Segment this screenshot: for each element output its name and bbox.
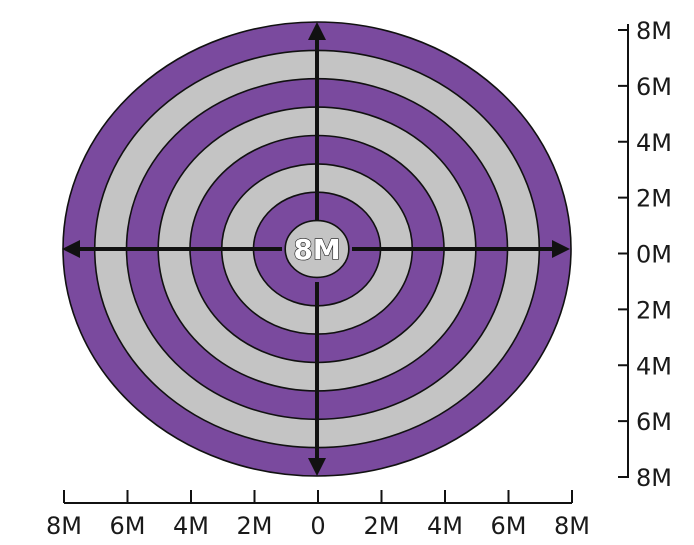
x-tick-label: 0 [310, 512, 325, 540]
center-cross-arrows [62, 22, 570, 476]
x-tick-label: 4M [173, 512, 209, 540]
arrow-head-left [62, 240, 80, 258]
y-tick-label: 8M [636, 17, 672, 45]
x-tick-label: 2M [364, 512, 400, 540]
y-tick-label: 8M [636, 464, 672, 492]
bottom-scale: 8M 6M 4M 2M 0 2M 4M 6M 8M [46, 490, 590, 540]
x-tick-label: 6M [110, 512, 146, 540]
y-tick-label: 6M [636, 408, 672, 436]
ring-1 [284, 219, 350, 279]
arrow-head-right [552, 240, 570, 258]
x-tick-label: 8M [554, 512, 590, 540]
x-tick-label: 4M [427, 512, 463, 540]
y-tick-label: 2M [636, 296, 672, 324]
y-tick-label: 4M [636, 352, 672, 380]
y-tick-label: 4M [636, 129, 672, 157]
x-tick-label: 8M [46, 512, 82, 540]
arrow-head-up [308, 22, 326, 40]
x-tick-label: 6M [491, 512, 527, 540]
right-scale: 8M 6M 4M 2M 0M 2M 4M 6M 8M [618, 17, 672, 492]
y-tick-label: 0M [636, 241, 672, 269]
y-tick-label: 2M [636, 185, 672, 213]
concentric-rings [62, 21, 572, 477]
x-tick-label: 2M [237, 512, 273, 540]
y-tick-label: 6M [636, 73, 672, 101]
center-label: 8M [293, 233, 340, 266]
arrow-head-down [308, 458, 326, 476]
